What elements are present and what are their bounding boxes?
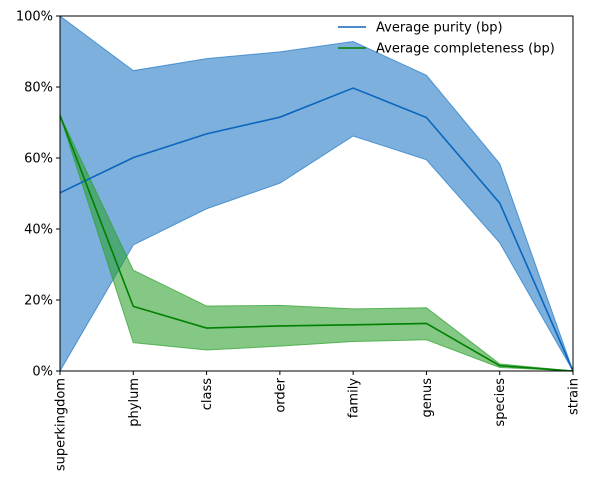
plot-frame — [59, 15, 574, 372]
x-tick-label: genus — [420, 378, 435, 418]
x-tick-label: family — [347, 378, 362, 418]
legend-label-completeness: Average completeness (bp) — [376, 42, 555, 57]
legend-label-purity: Average purity (bp) — [376, 21, 503, 36]
x-tick-label: order — [273, 377, 288, 412]
line-series-0 — [59, 87, 574, 372]
line-series-1 — [59, 115, 574, 372]
x-tick-label: phylum — [127, 378, 142, 427]
band-series-0 — [59, 15, 574, 373]
x-tick-label: class — [200, 378, 215, 410]
x-tick-label: strain — [567, 378, 582, 415]
y-tick-label: 100% — [16, 10, 53, 25]
y-tick-label: 0% — [32, 365, 53, 380]
x-axis: superkingdom phylum class order family genus s… — [54, 371, 582, 471]
y-tick-label: 40% — [24, 223, 53, 238]
y-tick-label: 80% — [24, 81, 53, 96]
x-tick-label: superkingdom — [54, 378, 69, 471]
y-axis: 0% 20% 40% 60% 80% 100% — [16, 10, 60, 380]
y-tick-label: 20% — [24, 294, 53, 309]
legend: Average purity (bp) Average completeness… — [338, 21, 555, 57]
series-lines — [59, 87, 574, 372]
x-tick-label: species — [493, 378, 508, 427]
y-tick-label: 60% — [24, 152, 53, 167]
confidence-bands — [59, 15, 574, 373]
